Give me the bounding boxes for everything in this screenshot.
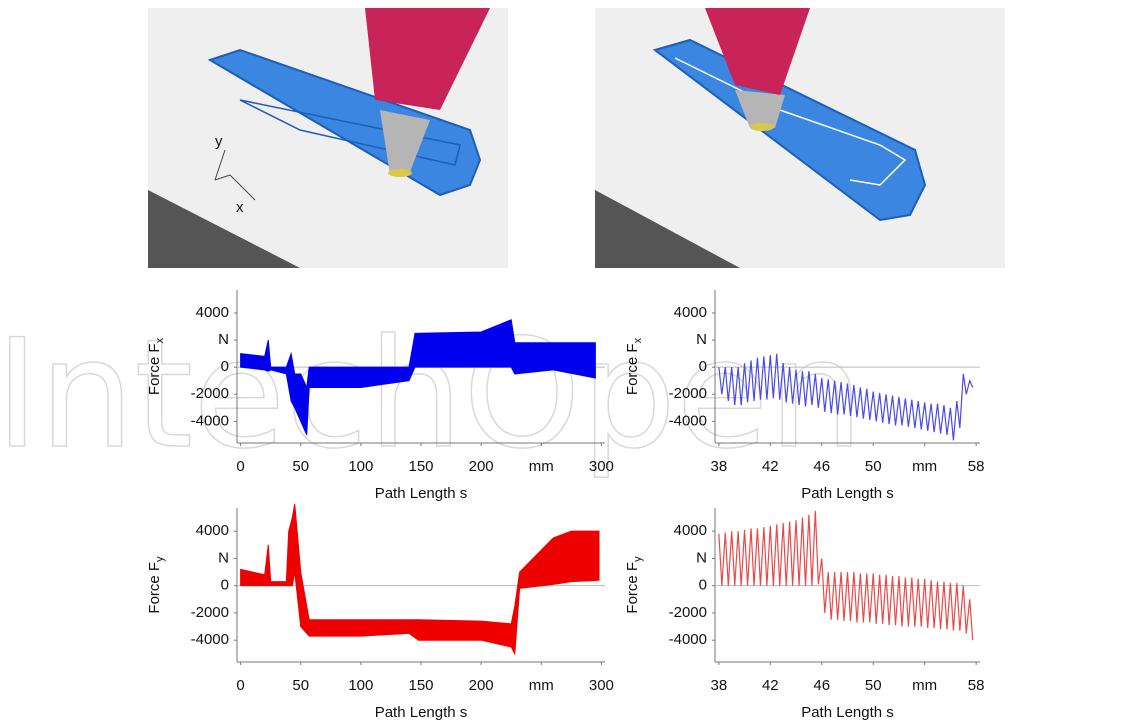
x-tick-label: 46 bbox=[813, 677, 830, 694]
left-render: y x bbox=[148, 8, 508, 268]
y-tick-label: -4000 bbox=[191, 631, 229, 648]
y-axis-label-text: Force F bbox=[146, 343, 163, 395]
y-axis-label-subscript: x bbox=[154, 337, 166, 343]
x-tick-label: 300 bbox=[589, 458, 614, 475]
y-tick-label: -2000 bbox=[191, 604, 229, 621]
x-axis-label: Path Length s bbox=[801, 485, 894, 502]
y-tick-label: N bbox=[218, 549, 229, 566]
x-tick-label: 38 bbox=[711, 677, 728, 694]
y-tick-label: -4000 bbox=[191, 412, 229, 429]
y-axis-label-subscript: y bbox=[632, 556, 644, 562]
y-tick-label: -2000 bbox=[669, 385, 707, 402]
y-axis-label: Force Fy bbox=[624, 556, 644, 614]
force-line bbox=[719, 511, 973, 640]
y-axis-label-text: Force F bbox=[624, 562, 641, 614]
y-tick-label: 0 bbox=[699, 358, 707, 375]
y-tick-label: 0 bbox=[699, 577, 707, 594]
x-tick-label: mm bbox=[912, 677, 937, 694]
x-tick-label: 300 bbox=[589, 677, 614, 694]
y-axis-label-text: Force F bbox=[624, 343, 641, 395]
figure: y x IntechOpen 4000N0-2000-4000050100150… bbox=[0, 0, 1140, 726]
x-tick-label: 58 bbox=[968, 677, 985, 694]
x-axis-label: Path Length s bbox=[375, 704, 468, 721]
y-tick-label: -4000 bbox=[669, 412, 707, 429]
y-tick-label: 4000 bbox=[196, 304, 229, 321]
y-tick-label: -2000 bbox=[669, 604, 707, 621]
x-tick-label: 46 bbox=[813, 458, 830, 475]
y-tick-label: -2000 bbox=[191, 385, 229, 402]
y-tick-label: -4000 bbox=[669, 631, 707, 648]
y-axis-label-subscript: x bbox=[632, 337, 644, 343]
x-tick-label: 0 bbox=[236, 677, 244, 694]
x-tick-label: mm bbox=[912, 458, 937, 475]
x-axis-label: Path Length s bbox=[801, 704, 894, 721]
x-tick-label: 50 bbox=[292, 458, 309, 475]
x-tick-label: 100 bbox=[348, 677, 373, 694]
x-tick-label: 50 bbox=[865, 458, 882, 475]
x-tick-label: 200 bbox=[469, 458, 494, 475]
y-tick-label: N bbox=[696, 331, 707, 348]
x-axis-label: Path Length s bbox=[375, 485, 468, 502]
y-tick-label: 4000 bbox=[674, 522, 707, 539]
x-tick-label: 100 bbox=[348, 458, 373, 475]
x-tick-label: 150 bbox=[408, 677, 433, 694]
x-tick-label: mm bbox=[529, 458, 554, 475]
x-tick-label: 50 bbox=[292, 677, 309, 694]
x-tick-label: 38 bbox=[711, 458, 728, 475]
right-render bbox=[595, 8, 1005, 268]
x-tick-label: 58 bbox=[968, 458, 985, 475]
x-tick-label: 0 bbox=[236, 458, 244, 475]
y-tick-label: 4000 bbox=[674, 304, 707, 321]
y-tick-label: 0 bbox=[221, 358, 229, 375]
x-tick-label: 42 bbox=[762, 458, 779, 475]
y-axis-label: Force Fx bbox=[624, 337, 644, 395]
y-axis-label: Force Fx bbox=[146, 337, 166, 395]
y-axis-label-subscript: y bbox=[154, 556, 166, 562]
x-tick-label: 50 bbox=[865, 677, 882, 694]
y-tick-label: 4000 bbox=[196, 522, 229, 539]
x-tick-label: 200 bbox=[469, 677, 494, 694]
x-tick-label: 42 bbox=[762, 677, 779, 694]
x-tick-label: mm bbox=[529, 677, 554, 694]
force-band bbox=[241, 504, 599, 654]
axis-label: x bbox=[236, 199, 244, 216]
y-axis-label: Force Fy bbox=[146, 556, 166, 614]
x-tick-label: 150 bbox=[408, 458, 433, 475]
y-tick-label: 0 bbox=[221, 577, 229, 594]
axis-label: y bbox=[215, 133, 223, 150]
y-axis-label-text: Force F bbox=[146, 562, 163, 614]
y-tick-label: N bbox=[218, 331, 229, 348]
y-tick-label: N bbox=[696, 549, 707, 566]
